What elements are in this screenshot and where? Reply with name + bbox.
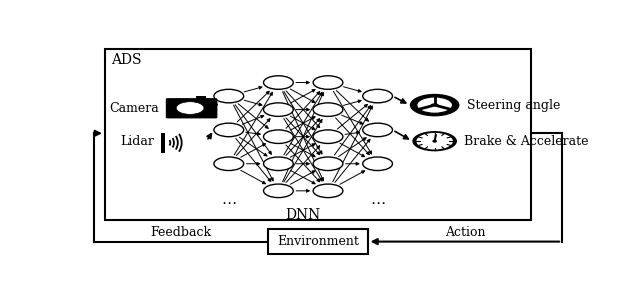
Text: ADS: ADS: [111, 53, 141, 67]
Circle shape: [412, 131, 457, 151]
Circle shape: [264, 157, 293, 171]
Text: Camera: Camera: [109, 102, 159, 115]
Bar: [269, 229, 368, 254]
Circle shape: [264, 76, 293, 89]
FancyBboxPatch shape: [166, 98, 218, 118]
Circle shape: [214, 89, 244, 103]
Circle shape: [264, 130, 293, 144]
Circle shape: [417, 97, 452, 113]
Text: DNN: DNN: [285, 207, 321, 222]
Circle shape: [313, 130, 343, 144]
Text: Action: Action: [445, 226, 485, 239]
Circle shape: [433, 140, 436, 142]
Circle shape: [264, 103, 293, 116]
Bar: [161, 133, 165, 153]
Circle shape: [313, 184, 343, 197]
Circle shape: [214, 157, 244, 171]
Text: Lidar: Lidar: [120, 135, 154, 148]
Circle shape: [313, 157, 343, 171]
Circle shape: [363, 123, 392, 137]
Circle shape: [417, 133, 453, 149]
Circle shape: [363, 89, 392, 103]
Circle shape: [363, 157, 392, 171]
Circle shape: [410, 94, 460, 116]
Text: Brake & Accelerate: Brake & Accelerate: [465, 135, 589, 148]
Text: Steering angle: Steering angle: [467, 99, 560, 112]
Circle shape: [313, 103, 343, 116]
Circle shape: [176, 102, 204, 114]
Circle shape: [214, 123, 244, 137]
Circle shape: [264, 184, 293, 197]
Text: Feedback: Feedback: [150, 226, 212, 239]
Bar: [196, 96, 207, 99]
Text: ⋯: ⋯: [370, 196, 385, 211]
Bar: [105, 49, 531, 220]
Text: Environment: Environment: [277, 235, 359, 248]
Circle shape: [313, 76, 343, 89]
Text: ⋯: ⋯: [221, 196, 236, 211]
Circle shape: [431, 103, 438, 107]
